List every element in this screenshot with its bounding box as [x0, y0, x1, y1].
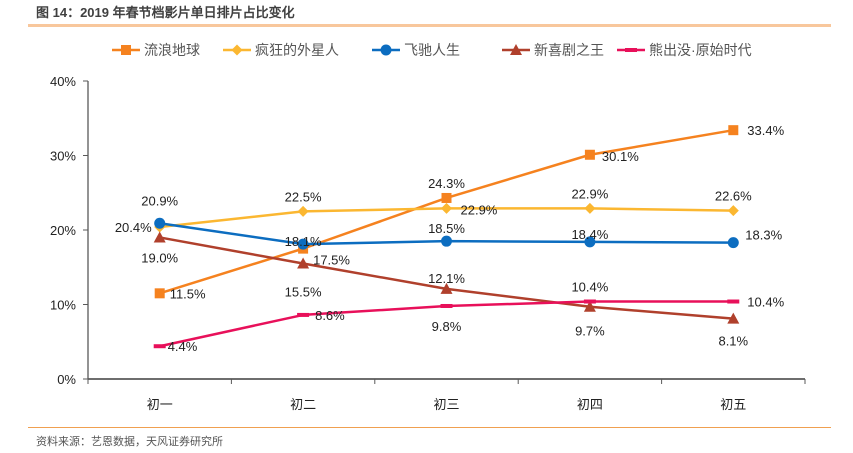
data-label: 10.4%: [571, 280, 608, 295]
data-point: [441, 202, 452, 214]
y-tick-label: 30%: [50, 149, 76, 164]
legend-marker-triangle-icon: [510, 44, 522, 55]
data-label: 17.5%: [313, 253, 350, 268]
x-category-label: 初二: [290, 397, 316, 412]
y-tick-label: 20%: [50, 223, 76, 238]
data-label: 22.9%: [571, 186, 608, 201]
data-point: [584, 149, 595, 160]
x-category-label: 初三: [433, 397, 459, 412]
data-point: [441, 192, 452, 203]
data-label: 30.1%: [602, 149, 639, 164]
y-tick-label: 40%: [50, 74, 76, 89]
legend-marker-square-icon: [121, 45, 131, 55]
data-point: [297, 257, 310, 269]
data-label: 22.5%: [285, 189, 322, 204]
legend-label: 疯狂的外星人: [255, 42, 339, 58]
data-label: 18.1%: [285, 234, 322, 249]
series-markers: [153, 125, 740, 349]
data-label: 8.1%: [718, 334, 748, 349]
data-labels: 11.5% 17.5% 24.3% 30.1% 33.4% 20.4% 22.5% 22.9%…: [115, 123, 785, 354]
x-category-label: 初四: [577, 397, 603, 412]
legend-item: 流浪地球: [112, 42, 200, 58]
data-point: [154, 288, 165, 299]
data-point: [153, 344, 166, 349]
data-point: [583, 300, 596, 312]
data-label: 9.7%: [575, 324, 605, 339]
data-label: 33.4%: [747, 123, 784, 138]
data-point: [153, 231, 166, 243]
legend-label: 熊出没·原始时代: [649, 42, 752, 58]
legend-marker-circle-icon: [380, 44, 392, 56]
source-divider: [28, 427, 831, 428]
axes: 0% 10% 20% 30% 40% 初一 初二 初三 初四 初五: [50, 74, 806, 412]
data-point: [727, 312, 740, 324]
legend-label: 流浪地球: [144, 42, 200, 58]
legend-item: 飞驰人生: [372, 42, 460, 58]
legend-marker-diamond-icon: [231, 44, 243, 56]
data-label: 8.6%: [315, 308, 345, 323]
data-point: [727, 205, 739, 217]
data-point: [154, 217, 166, 229]
data-point: [440, 303, 453, 308]
y-tick-label: 0%: [57, 372, 76, 387]
data-point: [727, 299, 740, 304]
data-point: [297, 205, 309, 217]
data-label: 4.4%: [168, 339, 198, 354]
legend-label: 飞驰人生: [404, 42, 460, 58]
data-point: [584, 202, 596, 214]
data-label: 20.4%: [115, 220, 152, 235]
legend-marker-dash-icon: [625, 48, 637, 52]
data-label: 18.5%: [428, 221, 465, 236]
y-tick-label: 10%: [50, 298, 76, 313]
data-label: 20.9%: [141, 193, 178, 208]
x-category-label: 初一: [147, 397, 173, 412]
legend-item: 疯狂的外星人: [223, 42, 339, 58]
data-label: 10.4%: [747, 295, 784, 310]
data-label: 22.9%: [461, 202, 498, 217]
data-point: [728, 125, 739, 136]
x-category-label: 初五: [720, 397, 746, 412]
legend-item: 熊出没·原始时代: [617, 42, 752, 58]
data-label: 19.0%: [141, 250, 178, 265]
data-label: 12.1%: [428, 271, 465, 286]
data-point: [440, 282, 453, 294]
figure-title: 图 14：2019 年春节档影片单日排片占比变化: [36, 5, 295, 20]
data-point: [584, 236, 596, 248]
data-label: 18.3%: [745, 228, 782, 243]
legend-label: 新喜剧之王: [534, 42, 604, 58]
data-point: [583, 299, 596, 304]
data-point: [297, 312, 310, 317]
data-point: [297, 238, 309, 250]
legend-item: 新喜剧之王: [502, 42, 604, 58]
data-label: 18.4%: [571, 227, 608, 242]
data-label: 9.8%: [432, 319, 462, 334]
data-label: 22.6%: [715, 189, 752, 204]
data-label: 11.5%: [170, 286, 206, 301]
legend: 流浪地球 疯狂的外星人 飞驰人生 新喜剧之王 熊出没·原始时代: [112, 42, 752, 58]
data-label: 15.5%: [285, 285, 322, 300]
data-point: [727, 237, 739, 249]
data-point: [441, 235, 452, 247]
title-divider: [28, 24, 831, 27]
data-label: 24.3%: [428, 176, 465, 191]
source-note: 资料来源：艺恩数据，天风证券研究所: [36, 436, 223, 448]
